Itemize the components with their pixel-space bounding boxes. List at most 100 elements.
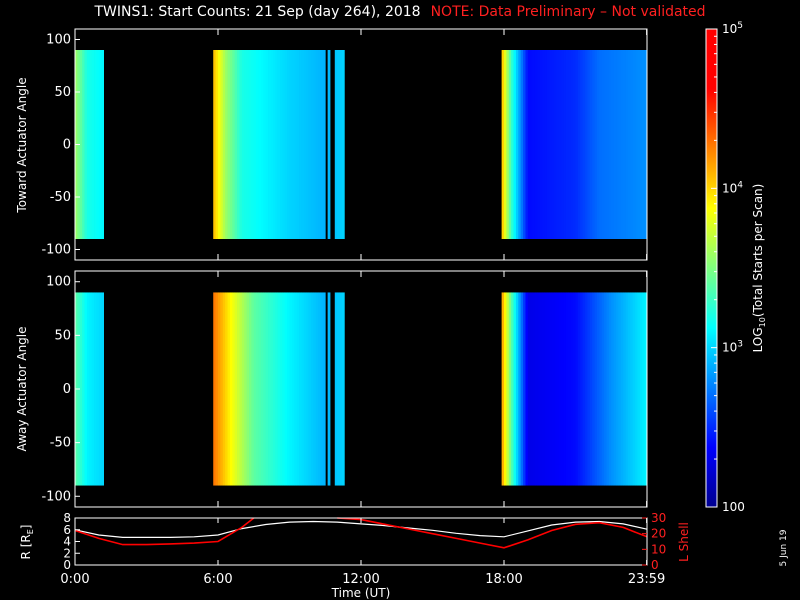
colorbar-gradient <box>706 29 717 507</box>
away-heatmap-column <box>215 292 219 486</box>
orbit-left-ylabel: R [RE] <box>19 525 35 560</box>
toward-heatmap-column <box>537 50 541 239</box>
toward-heatmap-column <box>322 50 326 239</box>
toward-heatmap-column <box>565 50 569 239</box>
away-heatmap-column <box>222 292 226 486</box>
toward-heatmap-column <box>218 50 221 239</box>
y-tick-label: 50 <box>54 328 71 343</box>
away-heatmap-column <box>596 292 600 486</box>
y-tick-label: 20 <box>651 527 666 541</box>
toward-heatmap-column <box>213 50 217 239</box>
away-heatmap-column <box>287 292 290 486</box>
away-heatmap <box>75 292 648 486</box>
toward-heatmap-column <box>556 50 560 239</box>
away-heatmap-column <box>625 292 629 486</box>
toward-heatmap-column <box>272 50 276 239</box>
toward-heatmap-column <box>318 50 321 239</box>
away-heatmap-column <box>546 292 550 486</box>
away-heatmap-column <box>532 292 536 486</box>
away-heatmap-column <box>322 292 326 486</box>
toward-heatmap-column <box>96 50 100 239</box>
away-heatmap-column <box>585 292 588 486</box>
x-tick-label: 23:59 <box>628 572 665 587</box>
away-heatmap-column <box>337 292 340 486</box>
away-heatmap-column <box>642 292 646 486</box>
toward-heatmap-column <box>513 50 517 239</box>
away-heatmap-column <box>82 292 85 486</box>
toward-heatmap-column <box>613 50 617 239</box>
toward-heatmap-column <box>239 50 243 239</box>
y-tick-label: 0 <box>651 558 659 572</box>
toward-heatmap-column <box>611 50 615 239</box>
away-heatmap-column <box>291 292 295 486</box>
y-tick-label: 0 <box>63 382 71 397</box>
toward-heatmap-column <box>227 50 231 239</box>
away-heatmap-column <box>563 292 567 486</box>
away-heatmap-column <box>220 292 224 486</box>
away-heatmap-column <box>580 292 584 486</box>
toward-heatmap-column <box>527 50 531 239</box>
toward-heatmap-column <box>580 50 584 239</box>
away-heatmap-column <box>227 292 231 486</box>
toward-heatmap-column <box>604 50 607 239</box>
colorbar-tick-label: 100 <box>722 500 745 514</box>
toward-heatmap-column <box>84 50 88 239</box>
toward-heatmap-column <box>337 50 340 239</box>
away-heatmap-column <box>527 292 531 486</box>
away-heatmap-column <box>303 292 307 486</box>
away-heatmap-column <box>260 292 264 486</box>
away-heatmap-column <box>501 292 505 486</box>
toward-heatmap-column <box>327 50 331 239</box>
away-heatmap-column <box>504 292 507 486</box>
away-heatmap-column <box>639 292 643 486</box>
away-heatmap-column <box>218 292 221 486</box>
toward-heatmap-column <box>244 50 247 239</box>
away-heatmap-column <box>289 292 293 486</box>
away-heatmap-column <box>237 292 240 486</box>
y-tick-label: 2 <box>63 546 71 560</box>
away-heatmap-column <box>518 292 522 486</box>
toward-heatmap-column <box>523 50 526 239</box>
away-heatmap-column <box>98 292 102 486</box>
toward-heatmap-column <box>320 50 324 239</box>
away-heatmap-column <box>515 292 519 486</box>
away-heatmap-column <box>556 292 560 486</box>
away-heatmap-column <box>608 292 612 486</box>
toward-heatmap-column <box>625 50 629 239</box>
toward-heatmap-column <box>549 50 553 239</box>
away-heatmap-column <box>551 292 555 486</box>
away-y-ticks: 100 50 0 -50 -100 <box>41 275 80 504</box>
toward-heatmap-column <box>256 50 259 239</box>
away-heatmap-column <box>544 292 548 486</box>
toward-heatmap-column <box>301 50 305 239</box>
toward-heatmap-column <box>589 50 593 239</box>
away-heatmap-column <box>523 292 526 486</box>
away-heatmap-column <box>79 292 83 486</box>
away-heatmap-column <box>86 292 90 486</box>
away-heatmap-column <box>589 292 593 486</box>
y-tick-label: -100 <box>41 243 71 258</box>
away-heatmap-column <box>549 292 553 486</box>
colorbar-tick-label: 103 <box>722 340 743 355</box>
toward-heatmap-column <box>632 50 636 239</box>
away-heatmap-column <box>561 292 564 486</box>
footer-date: 5 Jun 19 <box>779 529 789 566</box>
away-heatmap-column <box>272 292 276 486</box>
away-panel: 100 50 0 -50 -100 Away Actuator Angle <box>15 270 648 508</box>
away-heatmap-column <box>637 292 641 486</box>
toward-heatmap-column <box>596 50 600 239</box>
away-heatmap-column <box>306 292 309 486</box>
toward-heatmap-column <box>506 50 510 239</box>
away-heatmap-column <box>594 292 598 486</box>
away-heatmap-column <box>539 292 543 486</box>
toward-heatmap-column <box>582 50 586 239</box>
toward-heatmap-column <box>291 50 295 239</box>
toward-heatmap-column <box>642 50 646 239</box>
toward-heatmap-column <box>558 50 562 239</box>
away-heatmap-column <box>537 292 541 486</box>
toward-heatmap-column <box>608 50 612 239</box>
away-heatmap-column <box>279 292 283 486</box>
y-tick-label: 10 <box>651 542 666 556</box>
away-heatmap-column <box>570 292 574 486</box>
